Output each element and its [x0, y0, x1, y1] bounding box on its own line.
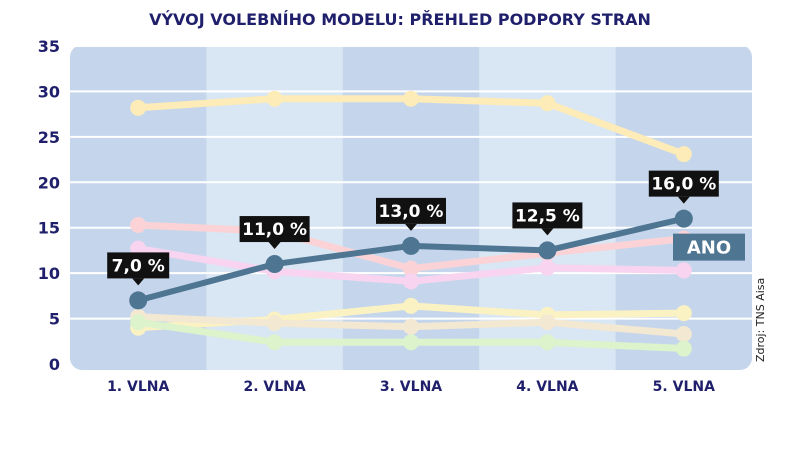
x-tick-label: 3. VLNA	[380, 379, 442, 395]
plot-band	[615, 45, 752, 370]
data-point	[675, 146, 692, 163]
data-point	[130, 314, 147, 331]
data-point	[403, 334, 419, 351]
x-axis: 1. VLNA 2. VLNA 3. VLNA 4. VLNA 5. VLNA	[107, 379, 715, 395]
data-point	[403, 90, 419, 107]
data-point	[539, 334, 556, 351]
y-tick-label: 20	[38, 173, 60, 192]
series-name-label: ANO	[673, 233, 745, 261]
data-labels: 7,0 % 11,0 % 13,0 % 12,5 % 16,0 % ANO	[107, 170, 745, 286]
data-point	[403, 318, 419, 335]
y-tick-label: 35	[38, 37, 60, 56]
chart-title: VÝVOJ VOLEBNÍHO MODELU: PŘEHLED PODPORY …	[149, 10, 651, 29]
data-point-ano	[265, 255, 284, 274]
data-point	[675, 340, 692, 357]
data-point	[403, 297, 419, 314]
x-tick-label: 5. VLNA	[653, 379, 715, 395]
data-point	[675, 326, 692, 343]
y-tick-label: 15	[38, 219, 60, 238]
data-point	[403, 273, 419, 290]
data-point	[266, 334, 283, 351]
data-point	[675, 262, 692, 279]
svg-text:7,0 %: 7,0 %	[112, 256, 165, 276]
data-point-ano	[402, 236, 420, 255]
x-tick-label: 2. VLNA	[243, 379, 305, 395]
data-point	[266, 315, 283, 332]
svg-text:ANO: ANO	[687, 238, 731, 259]
data-point	[403, 260, 419, 277]
data-label: 7,0 %	[107, 252, 170, 286]
data-point	[266, 90, 283, 107]
data-label: 12,5 %	[512, 202, 583, 236]
svg-text:11,0 %: 11,0 %	[242, 220, 307, 240]
data-label: 16,0 %	[648, 170, 719, 204]
data-point	[539, 95, 556, 112]
data-point	[539, 314, 556, 331]
y-tick-label: 10	[38, 264, 60, 283]
series-lines	[129, 90, 693, 357]
y-tick-label: 0	[49, 355, 60, 374]
svg-text:12,5 %: 12,5 %	[515, 206, 580, 226]
x-tick-label: 4. VLNA	[516, 379, 578, 395]
data-point-ano	[538, 241, 557, 260]
data-label: 13,0 %	[376, 197, 446, 231]
x-tick-label: 1. VLNA	[107, 379, 169, 395]
data-point-ano	[129, 291, 148, 310]
source-note: Zdroj: TNS Aisa	[754, 278, 767, 362]
y-tick-label: 30	[38, 82, 60, 101]
svg-text:13,0 %: 13,0 %	[379, 202, 444, 222]
data-point	[675, 305, 692, 322]
data-label: 11,0 %	[239, 216, 310, 250]
y-axis: 0 5 10 15 20 25 30 35	[38, 37, 60, 374]
y-tick-label: 5	[49, 310, 60, 329]
svg-text:16,0 %: 16,0 %	[651, 175, 716, 195]
data-point-ano	[674, 209, 693, 228]
data-point	[130, 216, 147, 233]
data-point	[130, 99, 147, 116]
data-point	[539, 259, 556, 276]
y-tick-label: 25	[38, 128, 60, 147]
